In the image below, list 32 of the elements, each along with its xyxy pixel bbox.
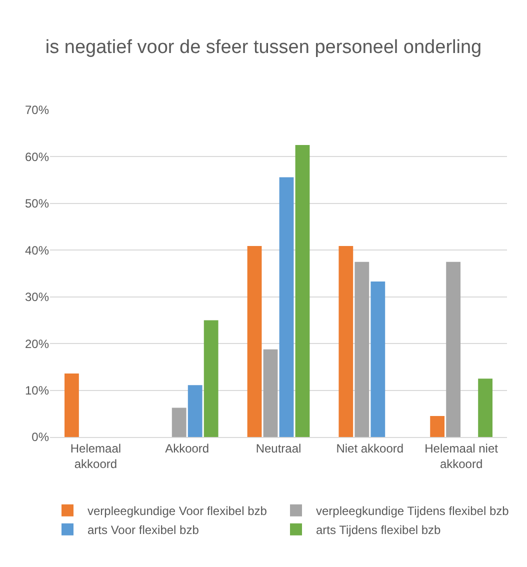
- bar: [430, 416, 445, 437]
- y-tick-label: 60%: [24, 150, 50, 164]
- bar: [478, 378, 492, 437]
- legend-label: verpleegkundige Tijdens flexibel bzb: [316, 504, 510, 518]
- bar: [338, 246, 354, 437]
- y-tick-label: 30%: [24, 290, 50, 304]
- x-tick-label: Neutraal: [256, 441, 302, 456]
- legend-label: arts Tijdens flexibel bzb: [316, 523, 442, 538]
- bar: [279, 177, 294, 437]
- bar: [354, 262, 370, 437]
- bar: [204, 320, 218, 437]
- x-tick-label: Helemaal niet akkoord: [424, 441, 499, 471]
- bar: [446, 262, 460, 437]
- y-tick-label: 70%: [24, 103, 50, 118]
- x-tick-label: Niet akkoord: [336, 441, 404, 456]
- y-tick-label: 20%: [24, 336, 50, 351]
- legend-label: arts Voor flexibel bzb: [88, 523, 200, 538]
- y-tick-label: 50%: [24, 196, 50, 211]
- legend-label: verpleegkundige Voor flexibel bzb: [88, 504, 268, 518]
- bar: [64, 373, 79, 437]
- x-tick-label: Akkoord: [165, 441, 210, 456]
- y-tick-label: 0%: [32, 430, 50, 444]
- bar: [172, 408, 186, 437]
- bar: [295, 145, 310, 437]
- y-tick-label: 10%: [24, 383, 50, 398]
- bar: [188, 385, 202, 437]
- bar: [370, 281, 386, 437]
- bar: [263, 349, 278, 437]
- x-tick-label: Helemaal akkoord: [70, 441, 122, 471]
- y-tick-label: 40%: [24, 243, 50, 258]
- bar: [247, 246, 262, 437]
- chart-title: is negatief voor de sfeer tussen personeel onderling: [45, 36, 482, 58]
